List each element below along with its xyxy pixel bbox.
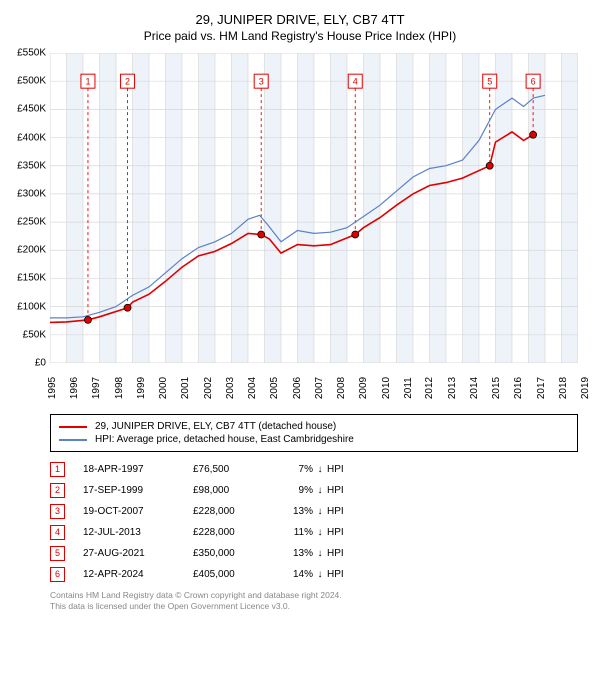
sale-date: 19-OCT-2007 [83,506,193,517]
y-tick-label: £500K [6,76,46,87]
sale-date: 27-AUG-2021 [83,548,193,559]
y-tick-label: £550K [6,48,46,59]
legend-label: HPI: Average price, detached house, East… [95,434,354,445]
x-axis-labels: 1995199619971998199920002001200220032004… [42,372,570,404]
svg-text:1: 1 [85,77,90,87]
legend-item: HPI: Average price, detached house, East… [59,434,569,445]
down-arrow-icon: ↓ [313,569,327,580]
down-arrow-icon: ↓ [313,464,327,475]
sale-marker-box: 1 [50,462,65,477]
sale-price: £98,000 [193,485,278,496]
sale-marker-box: 4 [50,525,65,540]
sale-date: 18-APR-1997 [83,464,193,475]
sale-hpi-label: HPI [327,506,344,517]
down-arrow-icon: ↓ [313,506,327,517]
sale-hpi-label: HPI [327,485,344,496]
sale-pct: 13% [278,506,313,517]
sale-row: 6 12-APR-2024£405,00014%↓HPI [50,567,592,582]
sale-pct: 9% [278,485,313,496]
down-arrow-icon: ↓ [313,527,327,538]
sale-pct: 14% [278,569,313,580]
sale-marker-box: 6 [50,567,65,582]
y-tick-label: £300K [6,188,46,199]
y-tick-label: £200K [6,245,46,256]
footnote: Contains HM Land Registry data © Crown c… [50,590,592,612]
sale-row: 2 17-SEP-1999£98,0009%↓HPI [50,483,592,498]
sale-date: 12-APR-2024 [83,569,193,580]
svg-text:3: 3 [259,77,264,87]
sale-marker-box: 3 [50,504,65,519]
chart-subtitle: Price paid vs. HM Land Registry's House … [8,29,592,43]
chart-area: £0£50K£100K£150K£200K£250K£300K£350K£400… [50,53,592,368]
chart-title: 29, JUNIPER DRIVE, ELY, CB7 4TT [8,12,592,27]
sale-hpi-label: HPI [327,569,344,580]
sale-hpi-label: HPI [327,548,344,559]
y-tick-label: £150K [6,273,46,284]
sale-pct: 13% [278,548,313,559]
sale-price: £350,000 [193,548,278,559]
down-arrow-icon: ↓ [313,548,327,559]
sale-row: 3 19-OCT-2007£228,00013%↓HPI [50,504,592,519]
y-axis-labels: £0£50K£100K£150K£200K£250K£300K£350K£400… [8,53,48,363]
chart-svg: 1 2 3 4 5 6 [50,53,578,363]
legend-swatch [59,439,87,441]
sale-hpi-label: HPI [327,527,344,538]
sale-price: £76,500 [193,464,278,475]
x-tick-label: 2020 [592,377,600,399]
down-arrow-icon: ↓ [313,485,327,496]
svg-text:2: 2 [125,77,130,87]
sale-marker-box: 2 [50,483,65,498]
y-tick-label: £350K [6,160,46,171]
sale-price: £228,000 [193,527,278,538]
sale-row: 4 12-JUL-2013£228,00011%↓HPI [50,525,592,540]
sale-hpi-label: HPI [327,464,344,475]
legend: 29, JUNIPER DRIVE, ELY, CB7 4TT (detache… [50,414,578,452]
sale-row: 1 18-APR-1997£76,5007%↓HPI [50,462,592,477]
sale-marker-box: 5 [50,546,65,561]
legend-swatch [59,426,87,428]
chart-container: 29, JUNIPER DRIVE, ELY, CB7 4TT Price pa… [0,0,600,622]
sale-date: 17-SEP-1999 [83,485,193,496]
sales-table: 118-APR-1997£76,5007%↓HPI217-SEP-1999£98… [50,462,592,582]
y-tick-label: £450K [6,104,46,115]
y-tick-label: £50K [6,329,46,340]
sale-pct: 7% [278,464,313,475]
y-tick-label: £250K [6,217,46,228]
sale-row: 5 27-AUG-2021£350,00013%↓HPI [50,546,592,561]
footnote-line-2: This data is licensed under the Open Gov… [50,601,592,612]
footnote-line-1: Contains HM Land Registry data © Crown c… [50,590,592,601]
legend-item: 29, JUNIPER DRIVE, ELY, CB7 4TT (detache… [59,421,569,432]
sale-price: £405,000 [193,569,278,580]
legend-label: 29, JUNIPER DRIVE, ELY, CB7 4TT (detache… [95,421,336,432]
y-tick-label: £400K [6,132,46,143]
y-tick-label: £0 [6,358,46,369]
svg-text:5: 5 [487,77,492,87]
sale-date: 12-JUL-2013 [83,527,193,538]
sale-pct: 11% [278,527,313,538]
y-tick-label: £100K [6,301,46,312]
svg-text:4: 4 [353,77,358,87]
sale-price: £228,000 [193,506,278,517]
svg-text:6: 6 [531,77,536,87]
